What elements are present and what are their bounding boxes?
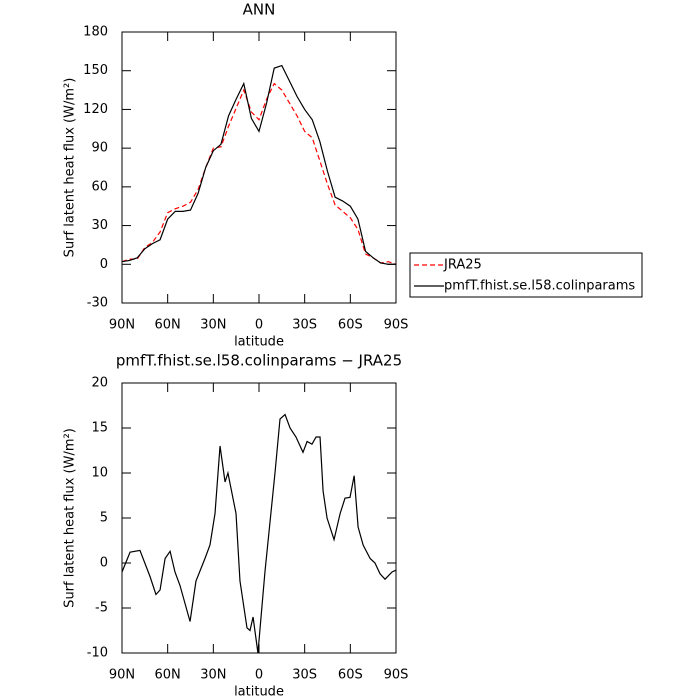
y-tick-label: 5 [100,511,108,526]
legend-label: pmfT.fhist.se.l58.colinparams [444,279,635,294]
y-tick-label: 30 [91,218,108,233]
y-tick-label: -5 [95,601,108,616]
x-tick-label: 60S [338,668,363,683]
y-tick-label: 120 [83,102,108,117]
x-tick-label: 90N [109,318,135,333]
y-tick-label: 0 [100,556,108,571]
x-axis-label: latitude [234,685,284,700]
chart-title: pmfT.fhist.se.l58.colinparams − JRA25 [116,352,402,370]
y-axis-label: Surf latent heat flux (W/m²) [63,428,78,608]
y-tick-label: 60 [91,179,108,194]
x-tick-label: 0 [255,668,263,683]
x-tick-label: 60N [155,668,181,683]
y-tick-label: 10 [91,466,108,481]
x-tick-label: 30N [200,668,226,683]
x-tick-label: 60S [338,318,363,333]
legend-label: JRA25 [443,258,482,273]
plot-frame [121,382,397,654]
data-line [121,413,397,654]
x-tick-label: 90S [384,318,409,333]
chart-title: ANN [243,1,276,19]
x-tick-label: 60N [155,318,181,333]
x-tick-label: 30N [200,318,226,333]
data-line [121,64,396,265]
x-tick-label: 90S [384,668,409,683]
y-tick-label: 0 [100,257,108,272]
plot-frame [121,31,397,304]
x-tick-label: 0 [255,318,263,333]
y-tick-label: -30 [87,296,108,311]
data-line [121,82,397,265]
x-tick-label: 90N [109,668,135,683]
y-tick-label: -10 [87,646,108,661]
x-axis-label: latitude [234,335,284,350]
x-tick-label: 30S [292,668,317,683]
y-tick-label: 90 [91,141,108,156]
y-tick-label: 15 [91,421,108,436]
y-tick-label: 20 [91,376,108,391]
y-tick-label: 150 [83,63,108,78]
y-axis-label: Surf latent heat flux (W/m²) [63,78,78,258]
y-tick-label: 180 [83,25,108,40]
x-tick-label: 30S [292,318,317,333]
legend-box [409,252,643,298]
